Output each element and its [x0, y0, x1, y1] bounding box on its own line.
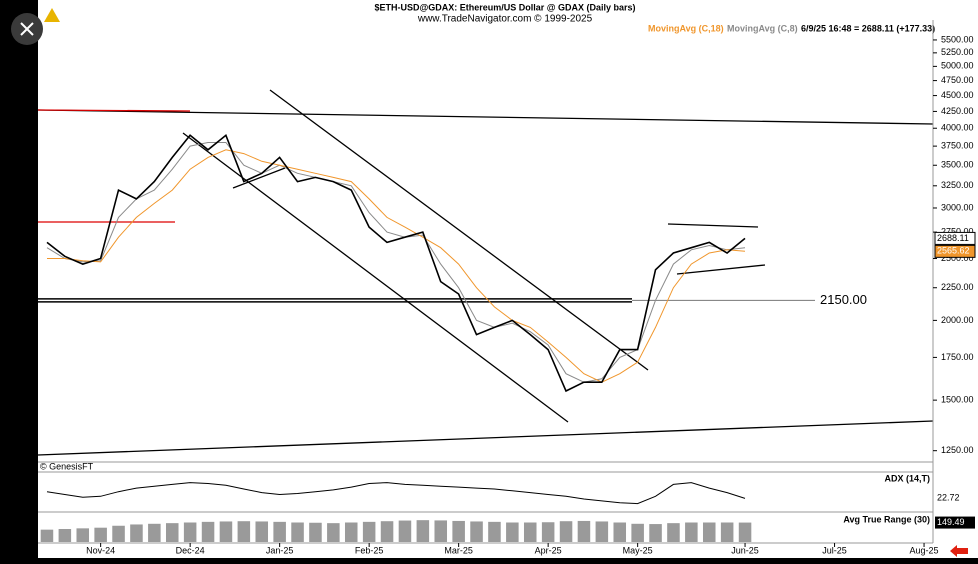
- price-line: [46, 133, 746, 393]
- y-tick-label: 3000.00: [941, 202, 974, 212]
- bar: [273, 521, 286, 542]
- x-tick-label: Aug-25: [910, 545, 939, 555]
- y-tick-label: 3500.00: [941, 160, 974, 170]
- last-value-box: [934, 244, 976, 258]
- bar: [148, 523, 161, 542]
- bar: [183, 522, 197, 542]
- bar: [76, 528, 90, 542]
- y-tick-label: 3250.00: [941, 180, 974, 190]
- bar: [291, 522, 304, 542]
- x-tick-label: Jan-25: [266, 545, 294, 555]
- bar: [738, 522, 752, 542]
- info-text: 6/9/25 16:48 = 2688.11 (+177.33): [801, 23, 935, 33]
- bar: [523, 522, 537, 542]
- x-tick-label: Jun-25: [731, 545, 759, 555]
- chart-title: $ETH-USD@GDAX: Ethereum/US Dollar @ GDAX…: [374, 2, 635, 12]
- y-tick-label: 2750.00: [941, 226, 974, 236]
- bar: [255, 521, 269, 542]
- bar: [488, 521, 501, 542]
- y-tick-label: 2500.00: [941, 253, 974, 263]
- last-value-box: [935, 516, 975, 529]
- bar: [649, 524, 662, 542]
- bar: [541, 522, 555, 542]
- y-tick-label: 5500.00: [941, 34, 974, 44]
- y-tick-label: 1500.00: [941, 395, 974, 405]
- y-tick-label: 5000.00: [941, 61, 974, 71]
- legend-entry: MovingAvg (C,8): [727, 23, 798, 33]
- y-tick-label: 1750.00: [941, 352, 974, 362]
- bar: [398, 520, 412, 542]
- bar: [595, 521, 609, 542]
- moving-average: [46, 142, 746, 383]
- bar: [559, 521, 573, 542]
- bar: [94, 527, 107, 542]
- chart-background: [38, 0, 978, 558]
- y-tick-label: 5250.00: [941, 47, 974, 57]
- adx-line: [46, 482, 746, 505]
- x-tick-label: Jul-25: [822, 545, 847, 555]
- y-tick-label: 4500.00: [941, 90, 974, 100]
- bar: [613, 522, 627, 542]
- y-tick-label: 4250.00: [941, 106, 974, 116]
- chart-subtitle: www.TradeNavigator.com © 1999-2025: [417, 14, 593, 25]
- bar: [720, 522, 734, 542]
- last-value-label: 149.49: [937, 517, 965, 527]
- bar: [452, 520, 465, 542]
- credit: © GenesisFT: [40, 461, 94, 471]
- last-value-box: [934, 231, 976, 245]
- bar: [112, 525, 125, 542]
- bar: [631, 523, 644, 542]
- scroll-arrow[interactable]: [950, 545, 968, 557]
- x-tick-label: May-25: [623, 545, 653, 555]
- x-tick-label: Feb-25: [355, 545, 384, 555]
- last-value-label: 2565.62: [937, 246, 970, 256]
- bar: [201, 521, 215, 542]
- x-tick-label: Apr-25: [535, 545, 562, 555]
- bar: [667, 523, 680, 542]
- bar: [165, 523, 179, 542]
- bar: [577, 520, 591, 542]
- y-tick-label: 4000.00: [941, 123, 974, 133]
- last-value-label: 22.72: [937, 493, 960, 503]
- bar: [470, 521, 483, 542]
- panel-title: ADX (14,T): [884, 473, 930, 483]
- x-tick-label: Dec-24: [176, 545, 205, 555]
- bar: [130, 524, 143, 542]
- moving-average: [47, 149, 746, 383]
- y-tick-label: 2250.00: [941, 282, 974, 292]
- bar: [380, 521, 394, 542]
- close-icon: [20, 22, 34, 36]
- trend-lines: [37, 89, 934, 456]
- last-value-label: 2688.11: [937, 233, 969, 243]
- bar: [344, 522, 358, 542]
- y-tick-label: 4750.00: [941, 75, 974, 85]
- x-tick-label: Nov-24: [86, 545, 115, 555]
- level-label: 2150.00: [820, 292, 867, 307]
- bar: [40, 529, 54, 542]
- bar: [219, 521, 233, 542]
- bar: [327, 523, 340, 542]
- logo: [44, 8, 60, 22]
- bar: [362, 521, 376, 542]
- bar: [702, 522, 716, 542]
- y-tick-label: 1250.00: [941, 445, 974, 455]
- bar: [416, 520, 430, 542]
- y-tick-label: 2000.00: [941, 315, 974, 325]
- y-tick-label: 3750.00: [941, 140, 974, 150]
- bar: [58, 529, 72, 542]
- bar: [237, 521, 251, 542]
- bar: [434, 520, 448, 542]
- bar: [506, 522, 519, 542]
- bar: [685, 522, 698, 542]
- bar: [309, 522, 322, 542]
- panel-title: Avg True Range (30): [843, 514, 930, 524]
- legend-entry: MovingAvg (C,18): [648, 23, 724, 33]
- x-tick-label: Mar-25: [444, 545, 473, 555]
